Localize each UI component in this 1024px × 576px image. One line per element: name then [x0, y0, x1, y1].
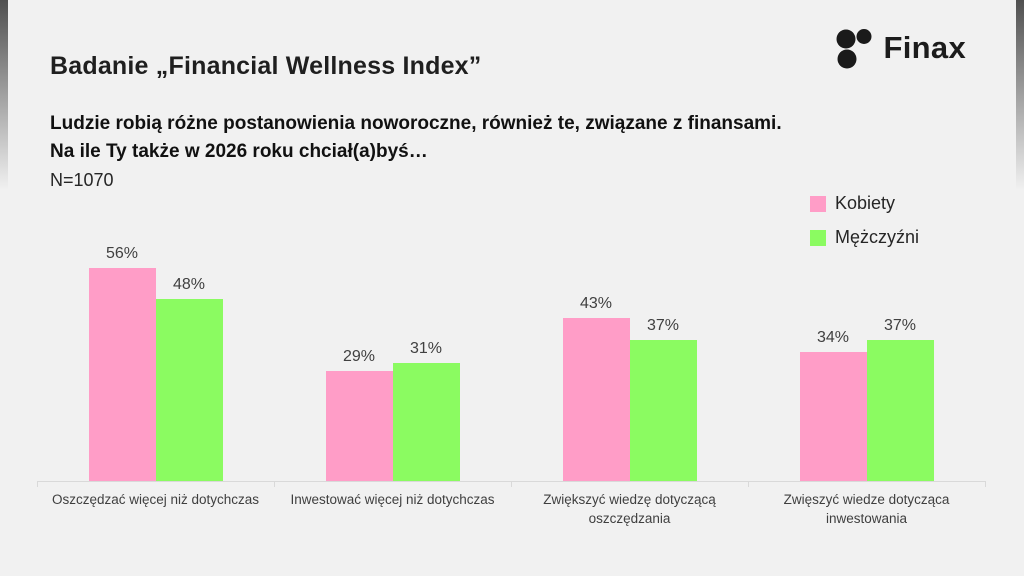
screen-edge-shadow-right [1016, 0, 1024, 190]
brand-wordmark: Finax [883, 30, 966, 65]
category-label: Zwiększyć wiedzę dotyczącą oszczędzania [543, 492, 716, 526]
chart-legend: Kobiety Mężczyźni [810, 193, 919, 261]
sample-size-label: N=1070 [50, 170, 114, 190]
bar-with-label: 37% [866, 317, 934, 481]
subtitle-block: Ludzie robią różne postanowienia noworoc… [50, 110, 782, 194]
x-axis-tick [748, 481, 749, 487]
bar-value-label: 31% [409, 340, 443, 357]
bar-with-label: 37% [629, 317, 697, 481]
category-label: Oszczędzać więcej niż dotychczas [51, 492, 260, 507]
bar-kobiety [88, 268, 156, 481]
x-axis-tick [985, 481, 986, 487]
x-axis [37, 481, 986, 487]
page-title: Badanie „Financial Wellness Index” [50, 52, 482, 80]
category-label: Zwięszyć wiedze dotycząca inwestowania [783, 492, 950, 526]
bar-value-label: 56% [105, 245, 139, 262]
x-axis-tick [511, 481, 512, 487]
bar-with-label: 43% [562, 295, 630, 481]
plot-area: 56% 48% 29% 31% 43% 37% 34% 37% [37, 228, 985, 481]
bar-mezczyzni [155, 299, 223, 481]
bar-group: 34% 37% [748, 228, 985, 481]
bar-with-label: 56% [88, 245, 156, 481]
bar-mezczyzni [392, 363, 460, 481]
legend-label: Kobiety [835, 193, 896, 213]
bar-group: 43% 37% [511, 228, 748, 481]
subtitle-line-2: Na ile Ty także w 2026 roku chciał(a)byś… [50, 141, 428, 162]
bar-group: 29% 31% [274, 228, 511, 481]
bar-kobiety [325, 371, 393, 481]
category-label: Inwestować więcej niż dotychczas [290, 492, 495, 507]
legend-label: Mężczyźni [835, 227, 920, 247]
legend-item: Mężczyźni [810, 227, 919, 248]
bar-value-label: 37% [883, 317, 917, 334]
bar-value-label: 29% [342, 348, 376, 365]
legend-swatch [810, 229, 826, 246]
brand-logo: Finax [834, 26, 966, 70]
bar-value-label: 37% [646, 317, 680, 334]
x-axis-tick [274, 481, 275, 487]
finax-dots-icon [834, 26, 874, 70]
subtitle-line-1: Ludzie robią różne postanowienia noworoc… [50, 113, 782, 134]
category-labels: Oszczędzać więcej niż dotychczas Inwestow… [37, 490, 985, 528]
bar-with-label: 48% [155, 276, 223, 481]
bar-value-label: 34% [816, 329, 850, 346]
screen-edge-shadow-left [0, 0, 8, 190]
bar-value-label: 48% [172, 276, 206, 293]
bar-pair: 34% 37% [799, 317, 934, 481]
bar-with-label: 29% [325, 348, 393, 481]
bar-value-label: 43% [579, 295, 613, 312]
bar-kobiety [562, 318, 630, 481]
bar-with-label: 31% [392, 340, 460, 481]
legend-item: Kobiety [810, 193, 919, 214]
x-axis-tick [37, 481, 38, 487]
bar-with-label: 34% [799, 329, 867, 481]
bar-mezczyzni [629, 340, 697, 481]
bar-mezczyzni [866, 340, 934, 481]
bar-kobiety [799, 352, 867, 481]
bar-pair: 29% 31% [325, 340, 460, 481]
legend-swatch [810, 195, 826, 212]
bar-pair: 56% 48% [88, 245, 223, 481]
bar-group: 56% 48% [37, 228, 274, 481]
bar-pair: 43% 37% [562, 295, 697, 481]
